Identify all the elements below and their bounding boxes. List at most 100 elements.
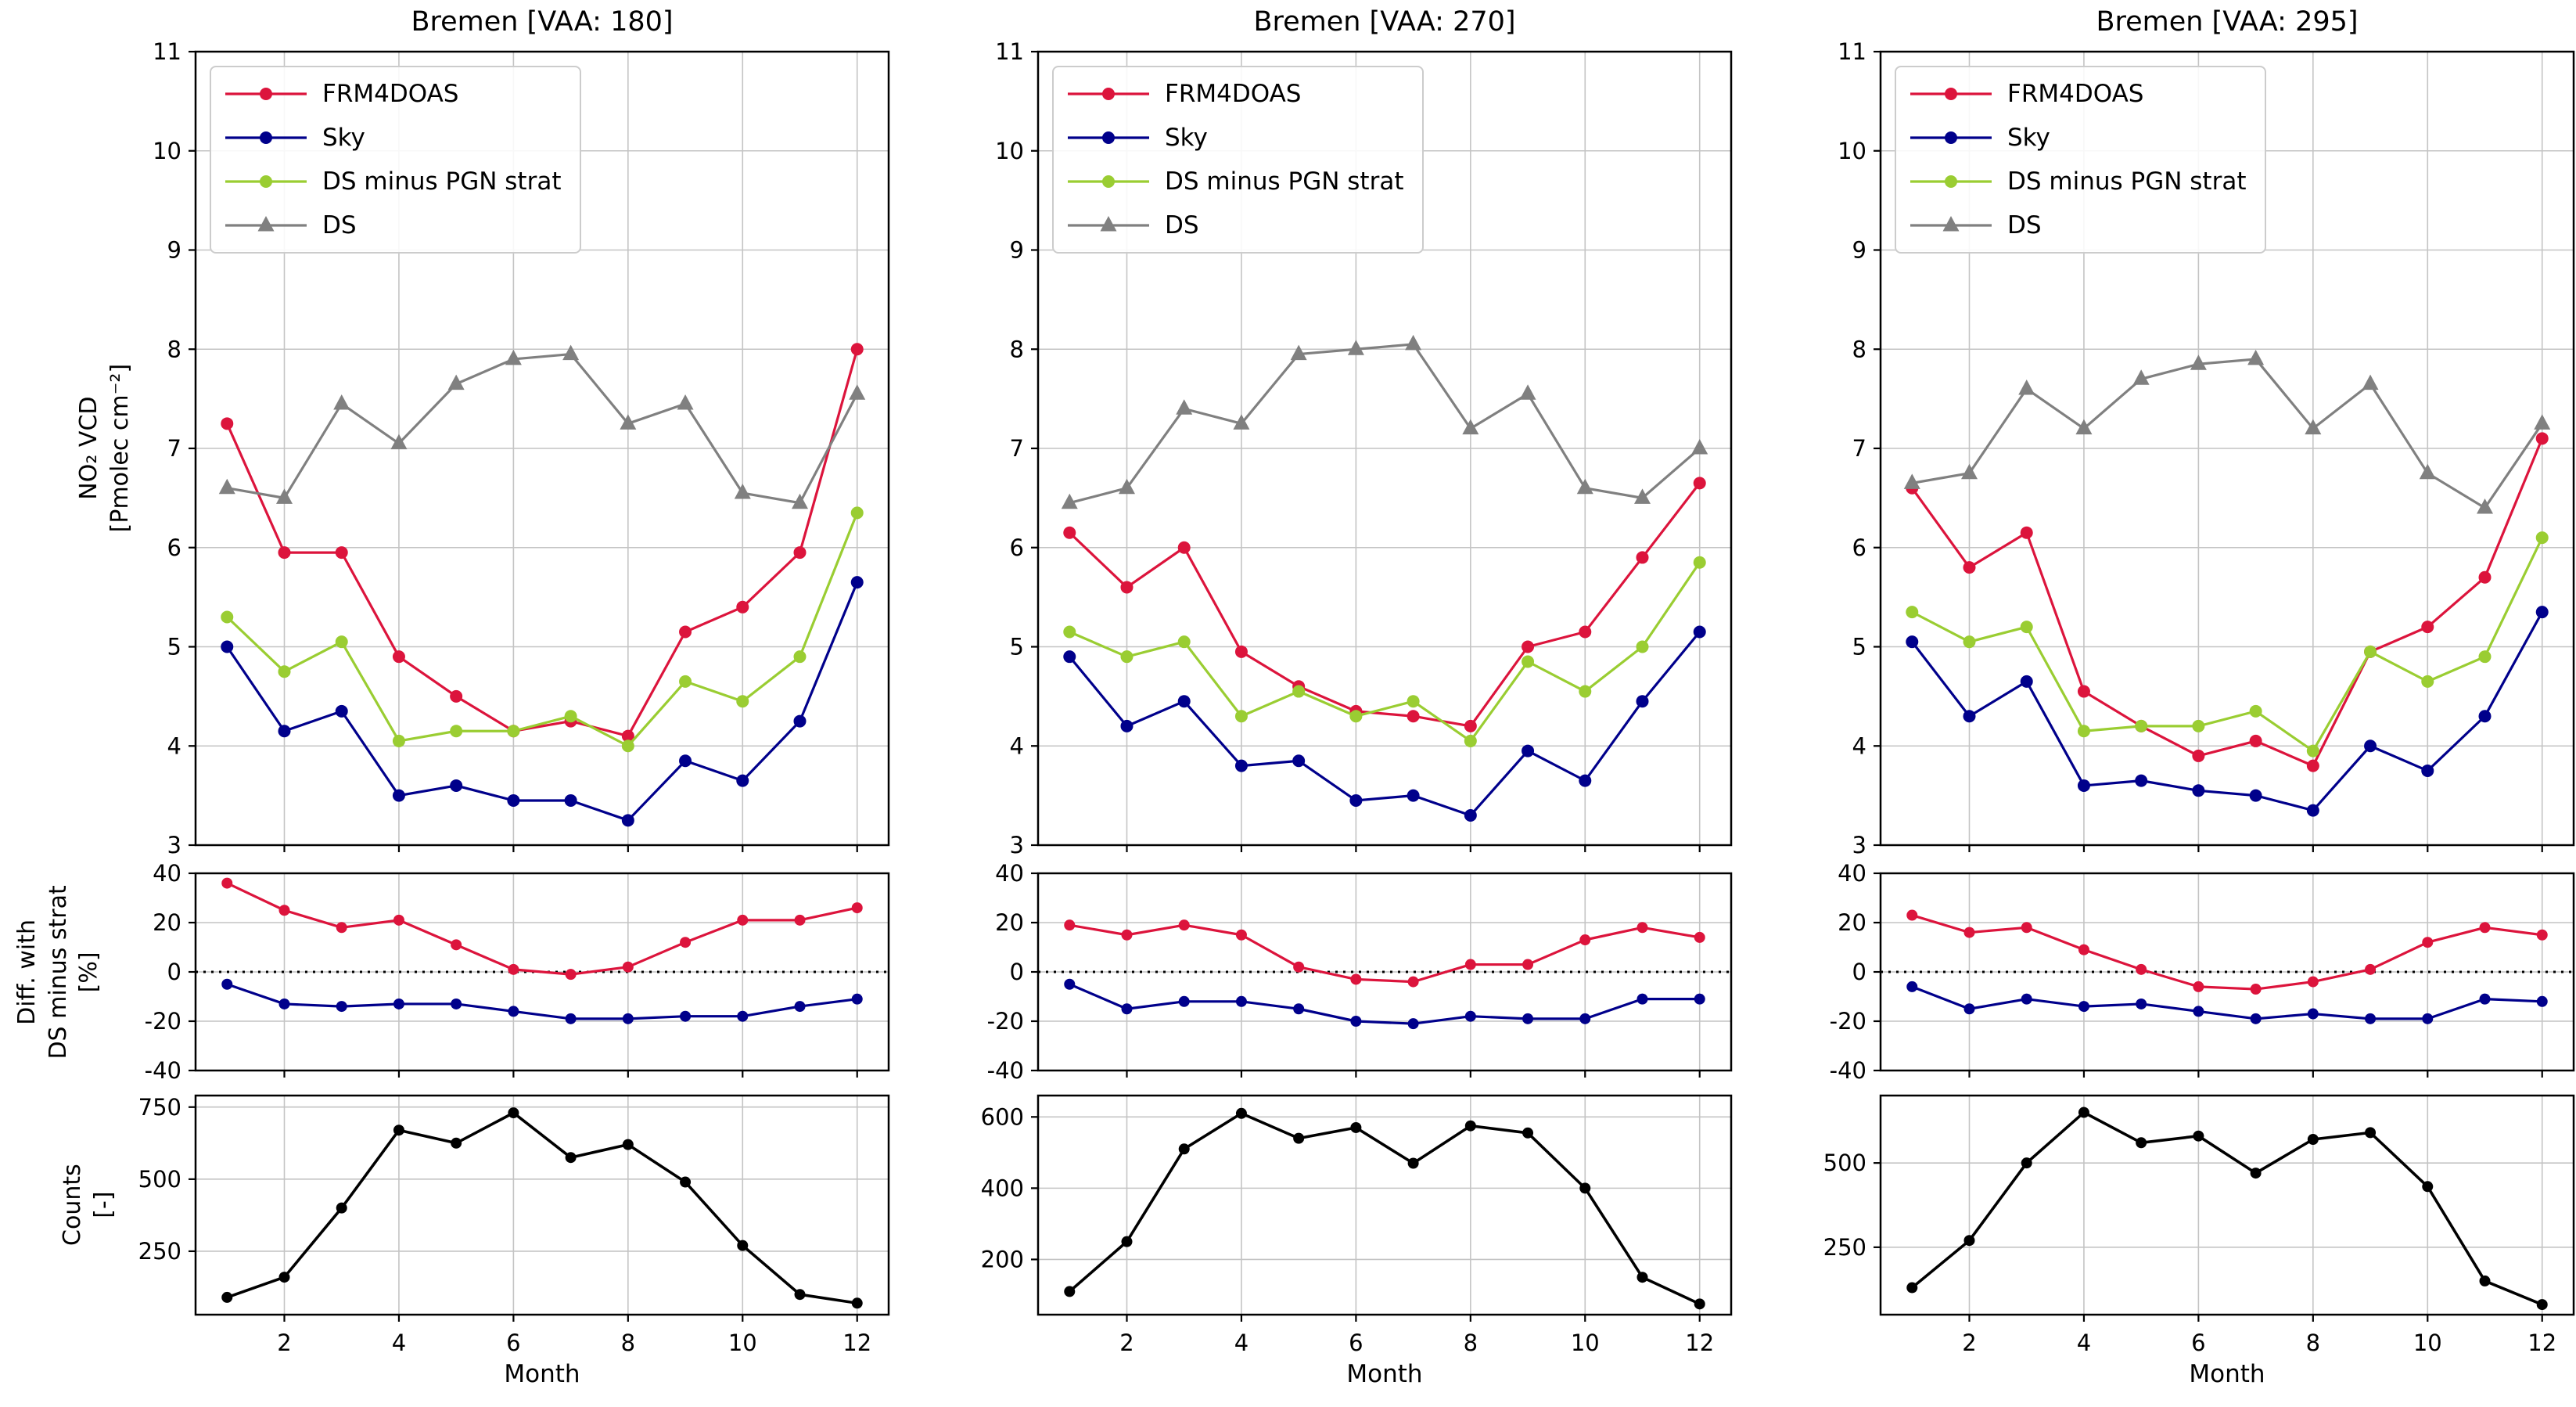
svg-text:0: 0	[1852, 959, 1866, 985]
legend-item-frm4doas: FRM4DOAS	[1065, 80, 1403, 108]
column-vaa-270: Bremen [VAA: 270] 3 4 5 6 7 8 9 10 11 FRM4DOAS S…	[981, 0, 1733, 1407]
svg-text:-40: -40	[145, 1057, 181, 1084]
svg-text:500: 500	[1823, 1150, 1866, 1176]
svg-text:10: 10	[1838, 138, 1866, 164]
legend-label: DS minus PGN strat	[1165, 167, 1404, 196]
svg-text:600: 600	[981, 1103, 1024, 1130]
svg-text:3: 3	[167, 832, 181, 858]
ds-minus-pgn-strat-marker-icon	[225, 175, 307, 188]
svg-text:6: 6	[167, 534, 181, 561]
counts-plot-vaa-295: 250 500 2 4 6 8 10 12	[1823, 1094, 2575, 1356]
svg-text:11: 11	[1838, 38, 1866, 65]
legend-item-sky: Sky	[1065, 124, 1403, 152]
svg-text:12: 12	[842, 1330, 871, 1356]
legend-item-ds-minus-pgn-strat: DS minus PGN strat	[1065, 167, 1403, 196]
svg-text:6: 6	[1349, 1330, 1363, 1356]
ds-minus-pgn-strat-marker-icon	[1910, 175, 1992, 188]
legend-vaa-180: FRM4DOAS Sky DS minus PGN strat DS	[210, 66, 582, 254]
vcd-y-axis-label-line2: [Pmolec cm⁻²]	[106, 364, 135, 533]
counts-y-axis-label-line2: [-]	[89, 1191, 117, 1219]
diff-plot-vaa-295: -40 -20 0 20 40	[1830, 860, 2575, 1084]
svg-text:6: 6	[1852, 534, 1866, 561]
svg-text:6: 6	[2191, 1330, 2205, 1356]
column-vaa-180: Bremen [VAA: 180] 3 4 5 6 7 8 9 10 11 FRM4DOAS S…	[138, 0, 890, 1407]
legend-label: DS	[322, 211, 357, 239]
svg-text:20: 20	[153, 909, 181, 936]
svg-text:2: 2	[1119, 1330, 1134, 1356]
svg-text:750: 750	[138, 1094, 181, 1121]
legend-item-ds-minus-pgn-strat: DS minus PGN strat	[222, 167, 561, 196]
svg-text:10: 10	[995, 138, 1024, 164]
legend-item-ds: DS	[1065, 211, 1403, 239]
svg-text:3: 3	[1010, 832, 1024, 858]
series-frm4doas	[1906, 909, 2548, 995]
sky-marker-icon	[1068, 131, 1149, 144]
svg-text:40: 40	[1838, 860, 1866, 887]
svg-text:200: 200	[981, 1246, 1024, 1272]
vcd-plot-vaa-295: 3 4 5 6 7 8 9 10 11	[1838, 38, 2575, 858]
ds-marker-icon	[1910, 216, 1992, 232]
svg-text:8: 8	[167, 336, 181, 362]
svg-text:4: 4	[1234, 1330, 1248, 1356]
svg-text:10: 10	[728, 1330, 757, 1356]
svg-text:5: 5	[1010, 634, 1024, 660]
svg-text:400: 400	[981, 1175, 1024, 1201]
svg-text:4: 4	[2077, 1330, 2091, 1356]
diff-plot-vaa-270: -40 -20 0 20 40	[987, 860, 1733, 1084]
series-sky	[1064, 978, 1705, 1030]
panel-title-vaa-180: Bremen [VAA: 180]	[411, 6, 674, 38]
diff-plot-vaa-180: -40 -20 0 20 40	[145, 860, 890, 1084]
svg-text:12: 12	[2527, 1330, 2556, 1356]
vcd-plot-vaa-270: 3 4 5 6 7 8 9 10 11	[995, 38, 1733, 858]
svg-text:-20: -20	[145, 1008, 181, 1035]
svg-text:2: 2	[277, 1330, 291, 1356]
svg-text:9: 9	[1010, 237, 1024, 264]
series-ds-minus-pgn-strat	[221, 506, 864, 753]
legend-label: Sky	[322, 124, 365, 152]
series-counts	[1906, 1107, 2548, 1311]
svg-text:20: 20	[1838, 909, 1866, 936]
x-axis-label: Month	[504, 1360, 580, 1388]
svg-text:9: 9	[167, 237, 181, 264]
svg-text:500: 500	[138, 1166, 181, 1193]
series-sky	[1906, 606, 2549, 817]
series-frm4doas	[1064, 919, 1705, 988]
ds-marker-icon	[1068, 216, 1149, 232]
svg-text:4: 4	[1010, 732, 1024, 759]
legend-item-ds: DS	[222, 211, 561, 239]
series-counts	[1064, 1107, 1705, 1310]
panel-title-vaa-295: Bremen [VAA: 295]	[2096, 6, 2359, 38]
svg-text:8: 8	[1010, 336, 1024, 362]
svg-text:7: 7	[1852, 435, 1866, 462]
series-ds-minus-pgn-strat	[1906, 531, 2549, 757]
series-frm4doas	[1906, 432, 2549, 772]
legend-vaa-295: FRM4DOAS Sky DS minus PGN strat DS	[1895, 66, 2267, 254]
series-sky	[221, 978, 863, 1024]
svg-text:8: 8	[1464, 1330, 1478, 1356]
series-ds	[1903, 349, 2551, 514]
legend-item-frm4doas: FRM4DOAS	[1907, 80, 2246, 108]
svg-text:8: 8	[621, 1330, 635, 1356]
legend-label: Sky	[2007, 124, 2050, 152]
legend-item-ds: DS	[1907, 211, 2246, 239]
vcd-y-axis-label-line1: NO₂ VCD	[75, 396, 103, 501]
frm4doas-marker-icon	[1068, 88, 1149, 100]
series-sky	[1063, 625, 1706, 822]
legend-label: FRM4DOAS	[1165, 80, 1302, 108]
diff-y-axis-label-line1: Diff. with	[13, 919, 41, 1025]
series-frm4doas	[1063, 477, 1706, 732]
counts-plot-vaa-180: 250 500 750 2 4 6 8 10 12	[138, 1094, 890, 1356]
svg-text:4: 4	[1852, 732, 1866, 759]
panel-title-vaa-270: Bremen [VAA: 270]	[1253, 6, 1516, 38]
legend-label: Sky	[1165, 124, 1208, 152]
svg-text:6: 6	[1010, 534, 1024, 561]
svg-text:250: 250	[1823, 1234, 1866, 1261]
svg-text:0: 0	[167, 959, 181, 985]
series-counts	[221, 1107, 863, 1309]
legend-label: FRM4DOAS	[2007, 80, 2144, 108]
legend-label: DS minus PGN strat	[322, 167, 562, 196]
series-ds	[218, 344, 866, 509]
legend-label: DS	[2007, 211, 2042, 239]
svg-text:11: 11	[995, 38, 1024, 65]
vcd-y-axis-label: NO₂ VCD [Pmolec cm⁻²]	[66, 52, 144, 845]
